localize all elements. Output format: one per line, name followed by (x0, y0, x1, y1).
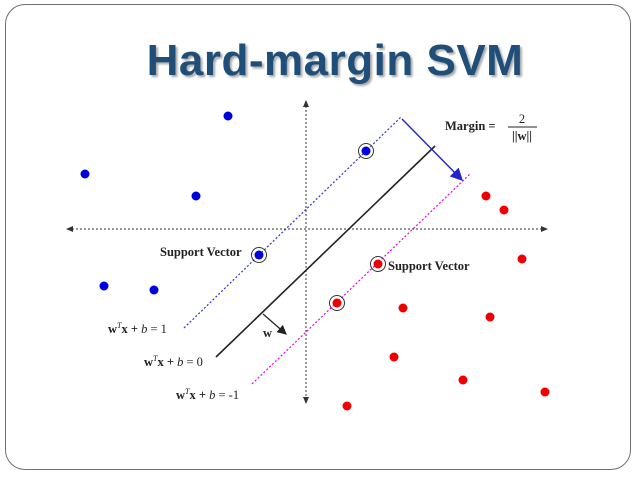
red-data-point (499, 205, 509, 215)
y-axis-top-arrow (303, 100, 309, 107)
margin-arrow (401, 118, 463, 181)
support-vector-label-left: Support Vector (160, 245, 242, 259)
y-axis-bottom-arrow (303, 397, 309, 404)
red-data-point (517, 254, 527, 264)
blue-data-point (99, 281, 109, 291)
slide-title: Hard-margin SVM (146, 36, 524, 85)
margin-label: Margin = (445, 119, 496, 133)
red-data-point (389, 352, 399, 362)
red-support-vector-point (370, 256, 386, 272)
red-support-vector-point (329, 295, 345, 311)
slide-frame (5, 4, 631, 470)
blue-support-vector-point (251, 247, 267, 263)
normal-vector-w-arrow (262, 313, 287, 335)
upper-margin-line (183, 115, 403, 329)
equation-upper: wTx + b = 1 (108, 321, 167, 336)
red-data-point (398, 303, 408, 313)
x-axis-left-arrow (66, 226, 73, 232)
blue-data-point (191, 191, 201, 201)
blue-data-point (223, 111, 233, 121)
red-data-point (540, 387, 550, 397)
normal-vector-label: w (263, 326, 272, 340)
blue-data-point (80, 169, 90, 179)
support-vector-label-right: Support Vector (388, 259, 470, 273)
blue-support-vector-point (358, 143, 374, 159)
red-data-point (481, 191, 491, 201)
equation-lower: wTx + b = -1 (176, 387, 239, 402)
equation-middle: wTx + b = 0 (144, 354, 203, 369)
margin-denominator: ||w|| (512, 129, 532, 143)
decision-boundary-line (215, 145, 436, 358)
red-data-point (485, 312, 495, 322)
red-data-point (342, 401, 352, 411)
margin-numerator: 2 (519, 112, 525, 126)
x-axis-right-arrow (541, 226, 548, 232)
lower-margin-line (251, 173, 471, 385)
red-data-point (458, 375, 468, 385)
blue-data-point (149, 285, 159, 295)
